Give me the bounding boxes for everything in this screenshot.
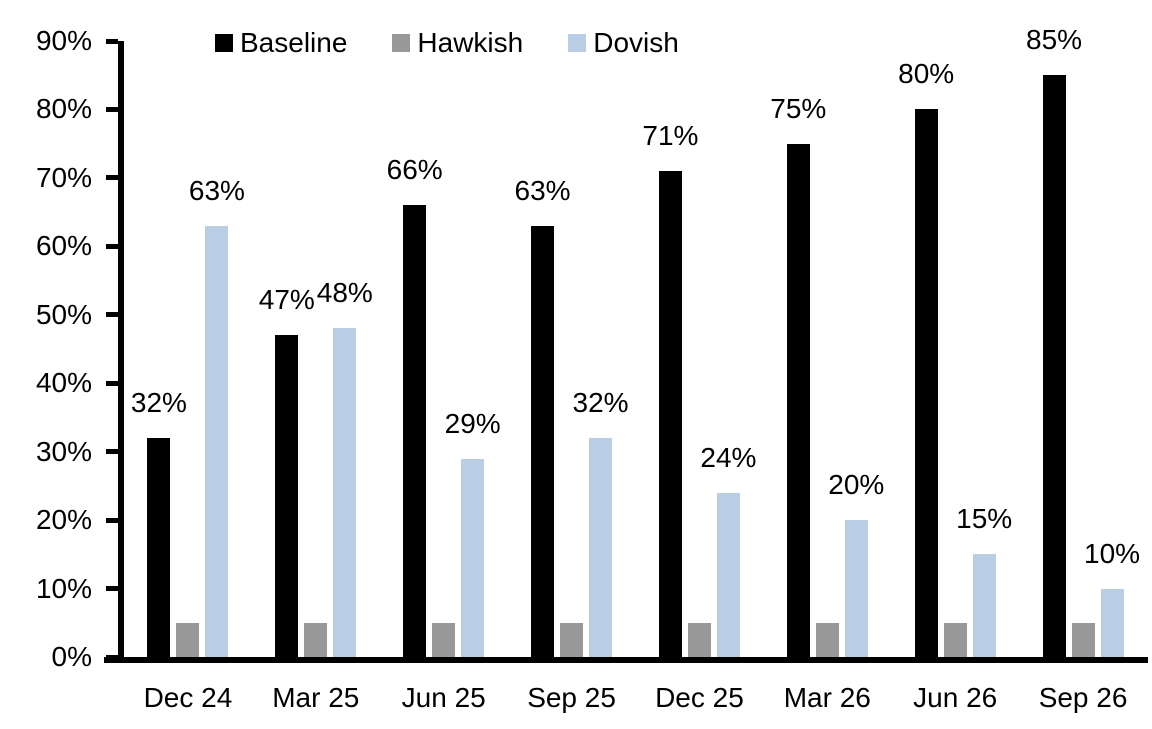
x-axis-tick-label: Jun 26 <box>913 682 998 713</box>
y-axis-tick <box>106 517 118 523</box>
bar-dovish: 15% <box>956 504 1012 657</box>
bar-dovish: 32% <box>573 387 629 657</box>
bar-hawkish <box>304 622 328 657</box>
bar-value-label: 15% <box>956 503 1013 535</box>
y-axis-tick <box>106 312 118 318</box>
bar-baseline: 63% <box>515 175 571 657</box>
y-axis-tick-label: 50% <box>35 298 92 330</box>
y-axis-tick-label: 0% <box>51 641 92 672</box>
bar-dovish: 29% <box>445 408 501 657</box>
bar-value-label: 32% <box>572 386 629 418</box>
bar-baseline: 80% <box>898 59 954 657</box>
plot-area: 32% 63% 47% 48% 66% 29% 63% 32% 71% 24% 75% 20% 80% 1… <box>124 25 1147 657</box>
y-axis-tick-label: 60% <box>35 230 92 262</box>
bar-value-label: 85% <box>1026 24 1083 56</box>
legend-swatch-icon <box>392 34 411 52</box>
y-axis-tick-label: 20% <box>35 504 92 536</box>
y-axis-tick-label: 80% <box>35 93 92 125</box>
bar-hawkish <box>687 622 711 657</box>
x-axis-tick-label: Jun 25 <box>401 682 486 713</box>
legend-label: Baseline <box>240 27 348 58</box>
x-axis-line <box>104 657 1148 663</box>
bar-dovish: 48% <box>317 278 373 657</box>
bar-dovish: 24% <box>700 442 756 657</box>
bar-baseline: 85% <box>1026 25 1082 657</box>
bar-hawkish <box>1071 622 1095 657</box>
bar-hawkish <box>432 622 456 657</box>
legend-label: Hawkish <box>417 27 524 58</box>
legend-swatch-icon <box>215 34 233 52</box>
bar-value-label: 32% <box>130 386 187 418</box>
bar-dovish: 63% <box>189 175 245 657</box>
bar-hawkish <box>943 622 967 657</box>
legend-item-baseline: Baseline <box>215 28 347 58</box>
bar-baseline: 71% <box>642 121 698 657</box>
y-axis-tick-label: 70% <box>35 161 92 193</box>
y-axis-tick <box>106 175 118 181</box>
x-axis: Dec 24 Mar 25 Jun 25 Sep 25 Dec 25 Mar 26 Jun … <box>124 682 1147 714</box>
y-axis-tick <box>106 243 118 249</box>
bar-value-label: 10% <box>1084 537 1141 569</box>
bar-value-label: 47% <box>258 284 315 316</box>
x-axis-tick-label: Dec 25 <box>655 682 744 713</box>
bar-value-label: 24% <box>700 441 757 473</box>
bar-dovish: 10% <box>1084 538 1140 657</box>
x-axis-tick-label: Sep 25 <box>527 682 616 713</box>
y-axis-tick <box>106 106 118 112</box>
y-axis-tick <box>106 586 118 592</box>
y-axis-tick-label: 10% <box>35 572 92 604</box>
bar-value-label: 63% <box>514 174 571 206</box>
y-axis-tick <box>106 38 118 44</box>
x-axis-tick-label: Mar 26 <box>783 682 871 713</box>
bar-baseline: 47% <box>259 285 315 657</box>
bar-group-sep-26: 85% 10% <box>1019 25 1147 657</box>
bar-group-dec-24: 32% 63% <box>124 41 252 657</box>
bar-group-mar-25: 47% 48% <box>252 41 380 657</box>
x-axis-tick-label: Sep 26 <box>1038 682 1128 713</box>
y-axis-tick-label: 40% <box>35 367 92 399</box>
legend-label: Dovish <box>593 27 679 58</box>
bar-group-dec-25: 71% 24% <box>636 41 764 657</box>
bar-hawkish <box>815 622 839 657</box>
bar-value-label: 75% <box>770 92 827 124</box>
bar-value-label: 66% <box>386 154 443 186</box>
bar-baseline: 66% <box>387 155 443 657</box>
bar-group-mar-26: 75% 20% <box>763 41 891 657</box>
bar-group-jun-26: 80% 15% <box>891 41 1019 657</box>
y-axis-tick <box>106 449 118 455</box>
bar-value-label: 63% <box>188 174 245 206</box>
bar-baseline: 75% <box>770 93 826 657</box>
y-axis-tick <box>106 380 118 386</box>
bar-group-jun-25: 66% 29% <box>380 41 508 657</box>
legend-item-hawkish: Hawkish <box>392 28 523 58</box>
legend-item-dovish: Dovish <box>568 28 679 58</box>
bar-value-label: 48% <box>316 277 373 309</box>
bar-value-label: 71% <box>642 120 699 152</box>
legend-swatch-icon <box>568 34 587 52</box>
y-axis-tick-label: 90% <box>35 25 92 56</box>
bar-group-sep-25: 63% 32% <box>508 41 636 657</box>
bar-baseline: 32% <box>131 387 187 657</box>
legend: Baseline Hawkish Dovish <box>215 28 679 58</box>
bar-value-label: 80% <box>898 58 955 90</box>
bar-hawkish <box>560 622 584 657</box>
bar-value-label: 20% <box>828 469 885 501</box>
bar-dovish: 20% <box>828 470 884 657</box>
x-axis-tick-label: Dec 24 <box>143 682 233 713</box>
y-axis-tick-label: 30% <box>35 435 92 467</box>
bar-value-label: 29% <box>444 407 501 439</box>
bar-hawkish <box>176 622 200 657</box>
x-axis-tick-label: Mar 25 <box>272 682 360 713</box>
y-axis-line <box>118 41 124 663</box>
